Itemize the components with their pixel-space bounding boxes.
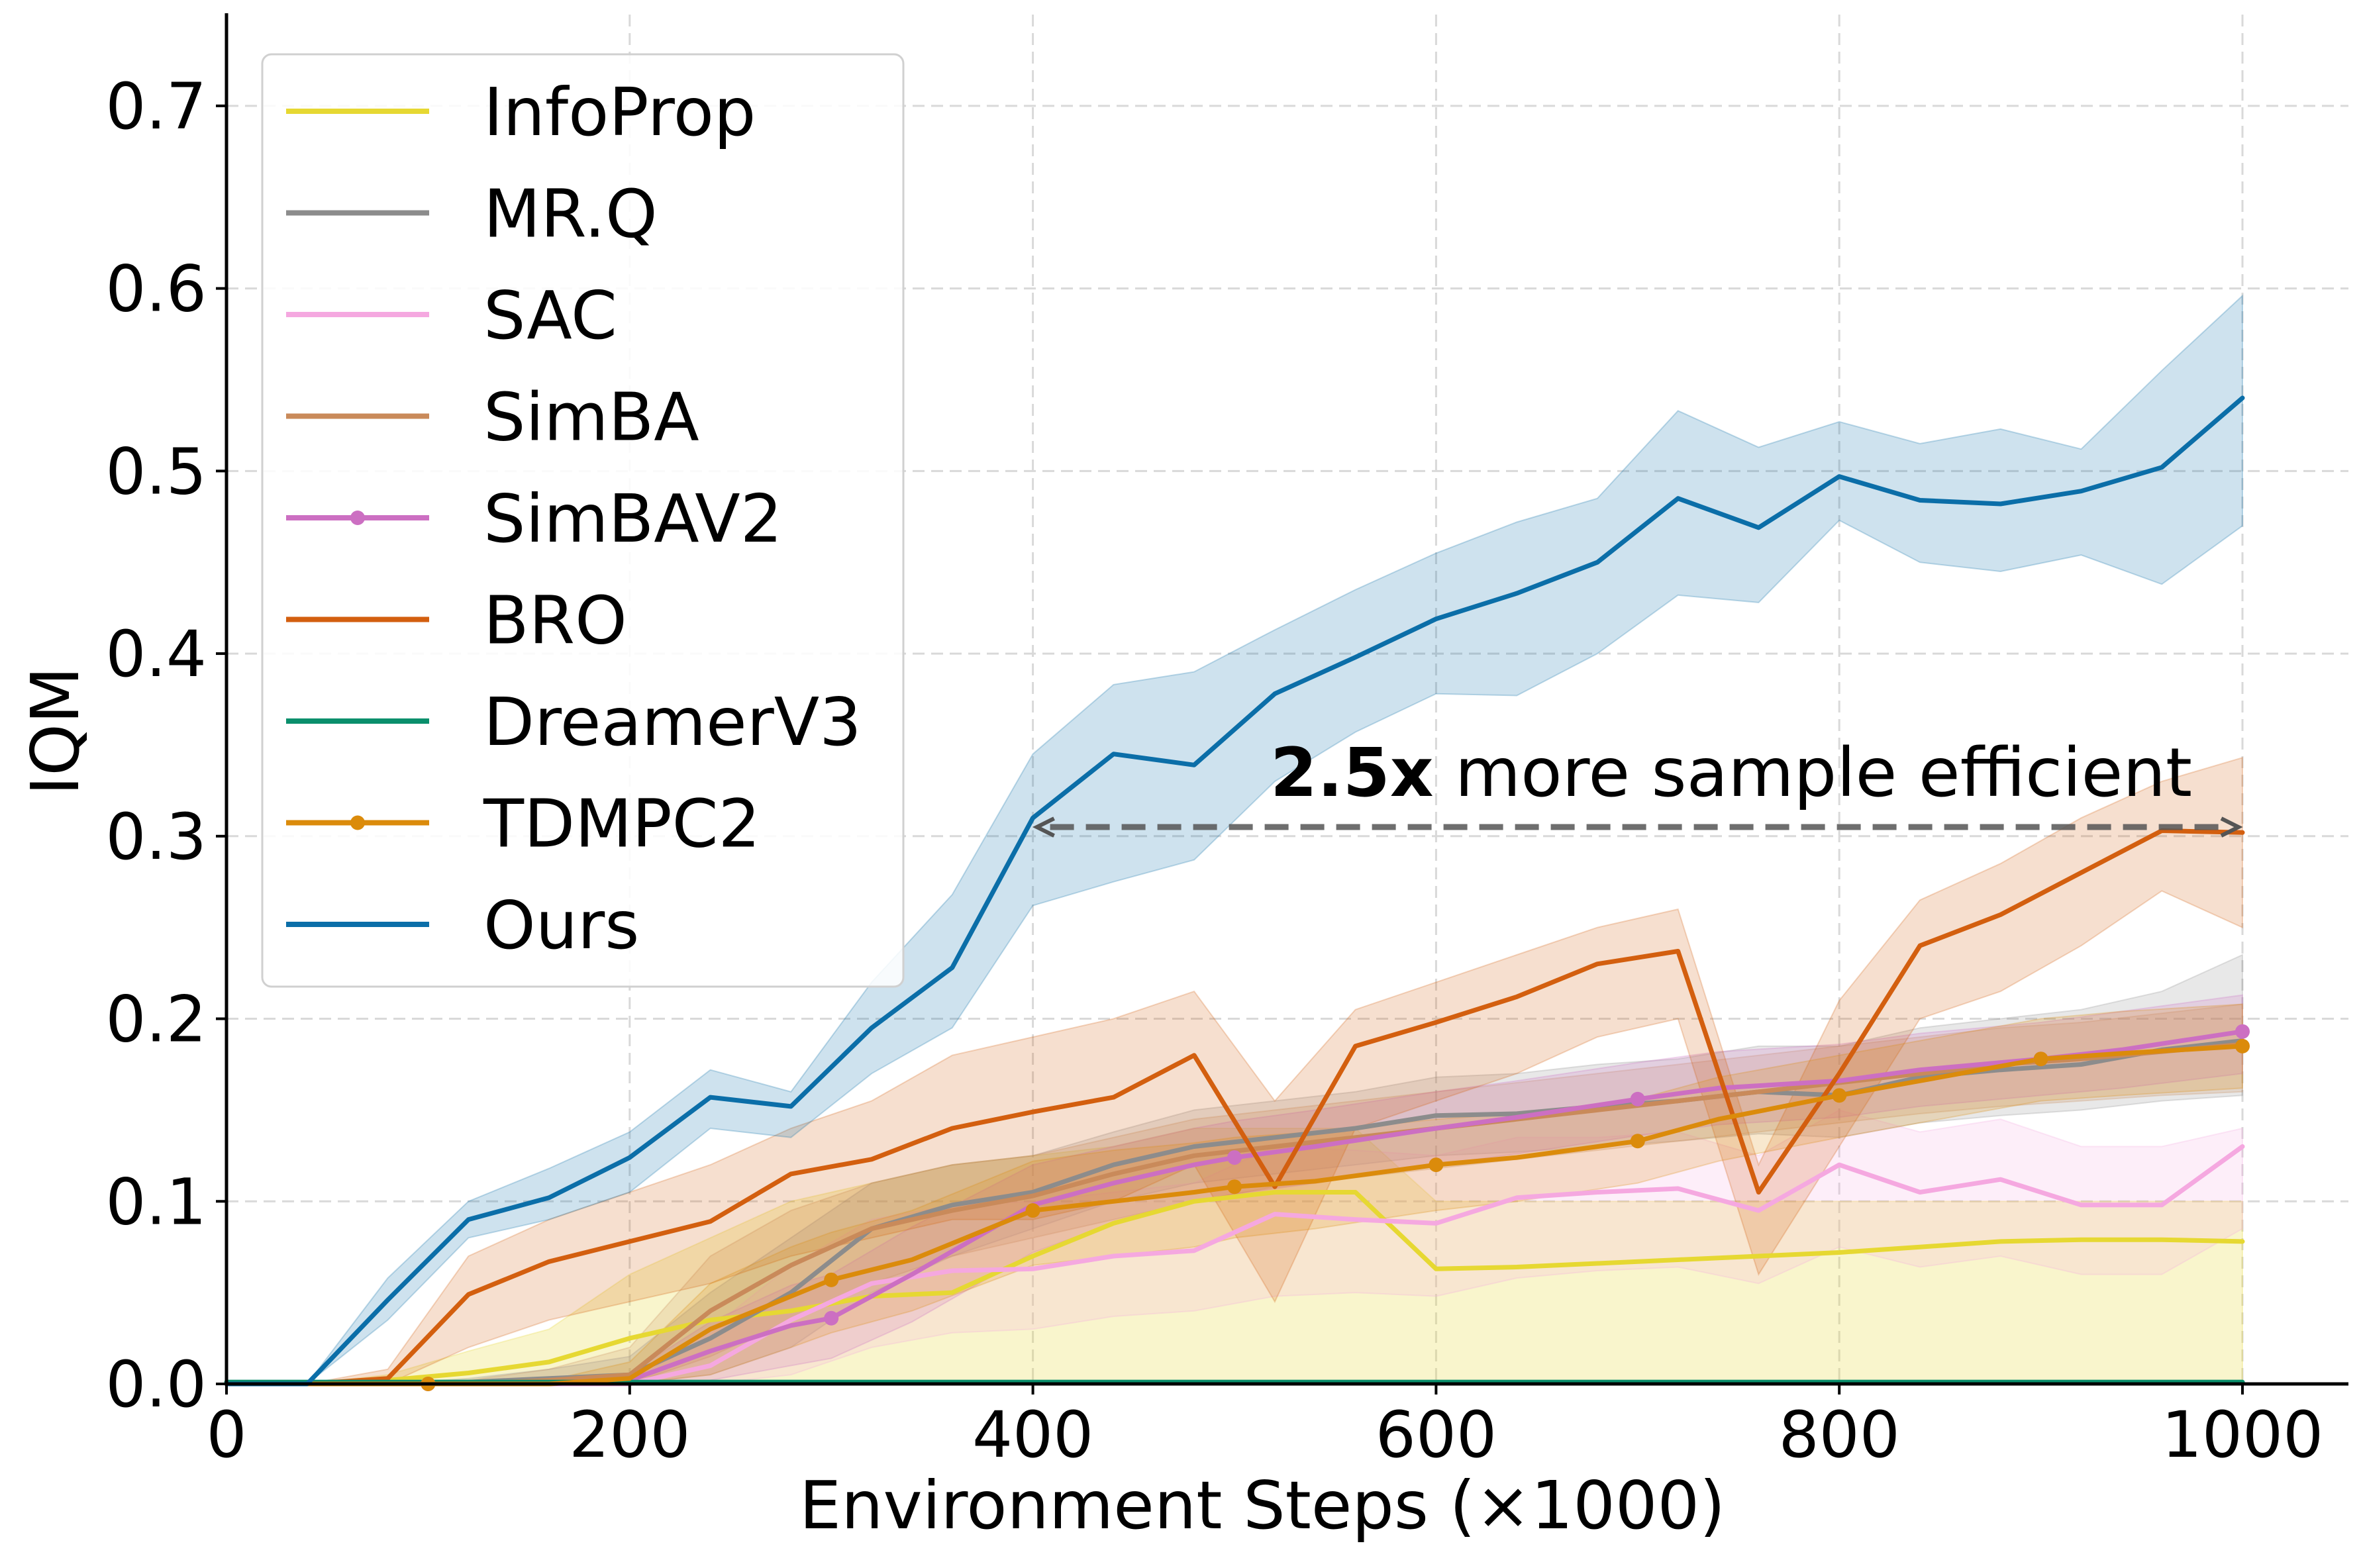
legend-item-simbav2: SimBAV2 <box>286 480 782 558</box>
marker-simbav2 <box>1630 1091 1645 1106</box>
annotation-arrow-head-right <box>2220 816 2243 838</box>
legend-item-simba: SimBA <box>286 379 699 456</box>
y-tick-label: 0.3 <box>105 800 207 874</box>
line-infoprop <box>224 1190 2245 1387</box>
marker-tdmpc2 <box>2235 1038 2250 1054</box>
legend-label: SAC <box>483 277 617 354</box>
legend-item-sac: SAC <box>286 277 617 354</box>
legend-label: SimBA <box>483 379 699 456</box>
band-ours <box>226 294 2243 1385</box>
ticks: 0 200 400 600 800 1000 0.0 0.1 0.2 0.3 0.4 0.5 0.6 0.… <box>105 70 2323 1472</box>
y-tick-label: 0.7 <box>105 70 207 144</box>
marker-tdmpc2 <box>1025 1203 1040 1218</box>
marker-tdmpc2 <box>1630 1134 1645 1149</box>
marker-tdmpc2 <box>1832 1088 1847 1103</box>
y-tick-label: 0.4 <box>105 617 207 691</box>
y-tick-label: 0.0 <box>105 1348 207 1422</box>
legend-item-infoprop: InfoProp <box>286 74 756 151</box>
x-axis-label: Environment Steps (×1000) <box>799 1467 1725 1544</box>
marker-tdmpc2 <box>2033 1052 2048 1067</box>
line-ours <box>224 395 2245 1387</box>
legend-item-tdmpc2: TDMPC2 <box>286 785 760 863</box>
annotation-arrow-head-left <box>1032 816 1055 838</box>
annotation-bold: 2.5x <box>1270 734 1433 812</box>
legend-label: InfoProp <box>483 74 756 151</box>
series-markers <box>421 1024 2250 1391</box>
legend: InfoProp MR.Q SAC SimBA SimBAV2 BRO DreamerV3 T… <box>261 53 905 988</box>
legend-label: TDMPC2 <box>483 785 760 863</box>
band-bro <box>226 756 2243 1385</box>
x-tick-label: 400 <box>972 1398 1093 1472</box>
legend-label: DreamerV3 <box>483 683 862 761</box>
y-tick-label: 0.6 <box>105 252 207 326</box>
marker-simbav2 <box>1227 1150 1242 1165</box>
legend-marker <box>350 815 365 830</box>
x-tick-label: 0 <box>206 1398 246 1472</box>
x-tick-label: 600 <box>1376 1398 1497 1472</box>
legend-item-mr-q: MR.Q <box>286 175 658 253</box>
x-tick-label: 200 <box>569 1398 690 1472</box>
y-tick-label: 0.2 <box>105 983 207 1057</box>
annotation-rest: more sample efficient <box>1433 734 2192 812</box>
x-tick-label: 1000 <box>2162 1398 2323 1472</box>
y-axis-label: IQM <box>17 667 94 795</box>
legend-item-bro: BRO <box>286 582 627 660</box>
marker-tdmpc2 <box>1429 1157 1444 1173</box>
marker-simbav2 <box>824 1310 839 1326</box>
axes <box>225 13 2348 1386</box>
legend-marker <box>350 511 365 525</box>
marker-simbav2 <box>2235 1024 2250 1039</box>
legend-label: Ours <box>483 887 639 964</box>
marker-tdmpc2 <box>1227 1179 1242 1195</box>
x-tick-label: 800 <box>1779 1398 1900 1472</box>
y-tick-label: 0.1 <box>105 1165 207 1239</box>
legend-label: SimBAV2 <box>483 480 782 558</box>
annotation-text: 2.5x more sample efficient <box>1270 734 2192 812</box>
legend-frame <box>261 53 905 988</box>
line-bro <box>224 828 2245 1387</box>
legend-label: BRO <box>483 582 627 660</box>
y-tick-label: 0.5 <box>105 434 207 509</box>
legend-item-ours: Ours <box>286 887 639 964</box>
legend-item-dreamerv3: DreamerV3 <box>286 683 862 761</box>
marker-tdmpc2 <box>824 1272 839 1287</box>
annotation: 2.5x more sample efficient <box>1032 734 2243 838</box>
legend-label: MR.Q <box>483 175 658 253</box>
